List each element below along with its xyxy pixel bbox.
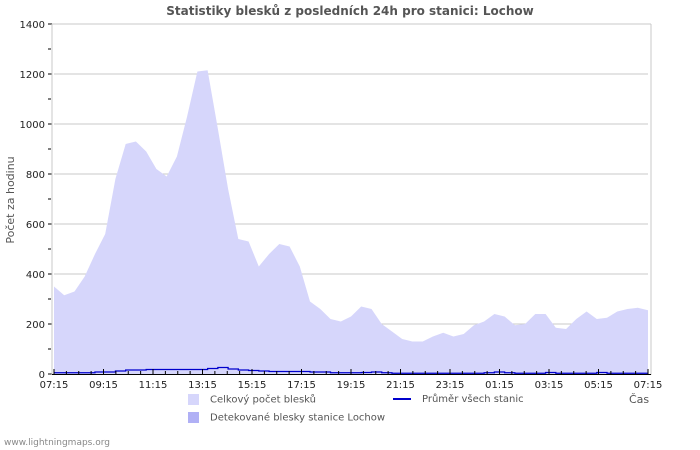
svg-text:1000: 1000 <box>20 120 45 131</box>
svg-text:07:15: 07:15 <box>40 380 69 391</box>
svg-text:0: 0 <box>39 370 45 381</box>
svg-text:200: 200 <box>26 320 45 331</box>
svg-text:09:15: 09:15 <box>89 380 118 391</box>
svg-text:400: 400 <box>26 270 45 281</box>
legend-swatch-total <box>188 394 199 405</box>
legend-label-station: Detekované blesky stanice Lochow <box>210 412 386 424</box>
legend-item-station: Detekované blesky stanice Lochow <box>188 412 385 424</box>
footer-link[interactable]: www.lightningmaps.org <box>4 438 110 448</box>
svg-text:15:15: 15:15 <box>238 380 267 391</box>
svg-text:19:15: 19:15 <box>337 380 366 391</box>
series-layer <box>54 70 648 375</box>
chart-title: Statistiky blesků z posledních 24h pro s… <box>166 4 534 18</box>
svg-text:11:15: 11:15 <box>139 380 168 391</box>
svg-text:21:15: 21:15 <box>386 380 415 391</box>
svg-text:01:15: 01:15 <box>485 380 514 391</box>
legend-label-average: Průměr všech stanic <box>422 394 524 405</box>
svg-text:23:15: 23:15 <box>436 380 465 391</box>
svg-text:07:15: 07:15 <box>634 380 663 391</box>
legend-swatch-station <box>188 412 199 423</box>
legend-item-total: Celkový počet blesků <box>188 394 316 406</box>
svg-text:13:15: 13:15 <box>188 380 217 391</box>
legend-label-total: Celkový počet blesků <box>210 394 317 406</box>
svg-text:600: 600 <box>26 220 45 231</box>
legend-swatch-average <box>393 398 411 400</box>
svg-text:1200: 1200 <box>20 70 45 81</box>
svg-text:17:15: 17:15 <box>287 380 316 391</box>
svg-text:1400: 1400 <box>20 20 45 31</box>
svg-text:03:15: 03:15 <box>535 380 564 391</box>
svg-text:05:15: 05:15 <box>584 380 613 391</box>
svg-text:800: 800 <box>26 170 45 181</box>
y-axis-title: Počet za hodinu <box>4 156 17 243</box>
axes: 0 200 400 600 800 1000 1200 1400 07:15 09:15 11:15… <box>20 20 663 391</box>
x-axis-title: Čas <box>629 393 650 406</box>
legend-item-average: Průměr všech stanic <box>393 394 524 405</box>
